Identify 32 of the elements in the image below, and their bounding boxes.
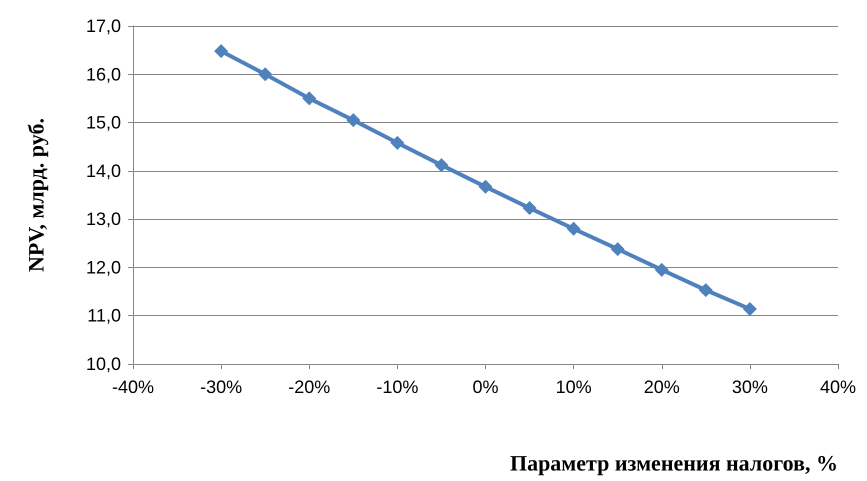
- y-tick-label: 14,0: [86, 160, 121, 181]
- point: [390, 136, 404, 150]
- y-tick-label: 12,0: [86, 257, 121, 278]
- point: [610, 242, 625, 256]
- point: [258, 67, 272, 82]
- point: [698, 283, 713, 298]
- y-tick-label: 10,0: [86, 354, 121, 374]
- x-tick-label: 30%: [732, 377, 768, 397]
- y-tick-label: 13,0: [86, 209, 121, 230]
- x-axis-title: Параметр изменения налогов, %: [510, 450, 838, 476]
- y-tick-label: 17,0: [86, 16, 121, 36]
- x-tick-label: -30%: [200, 377, 242, 397]
- y-axis-title: NPV, млрд. руб.: [24, 118, 48, 272]
- point: [302, 91, 316, 106]
- x-tick-label: 0%: [472, 377, 499, 397]
- y-tick-label: 11,0: [87, 306, 121, 326]
- point: [654, 262, 669, 277]
- x-tick-label: 20%: [644, 377, 680, 397]
- point: [742, 302, 757, 316]
- point: [478, 180, 492, 194]
- point: [522, 201, 537, 216]
- x-tick-label: -10%: [376, 377, 418, 397]
- x-tick-label: 10%: [556, 377, 592, 397]
- x-tick-label: 40%: [820, 377, 856, 397]
- point: [566, 222, 581, 236]
- x-tick-label: -40%: [112, 377, 154, 397]
- point: [346, 113, 360, 128]
- y-tick-label: 15,0: [86, 112, 121, 133]
- y-tick-label: 16,0: [86, 64, 121, 84]
- x-tick-label: -20%: [288, 377, 330, 397]
- point: [214, 44, 228, 58]
- point: [434, 158, 448, 172]
